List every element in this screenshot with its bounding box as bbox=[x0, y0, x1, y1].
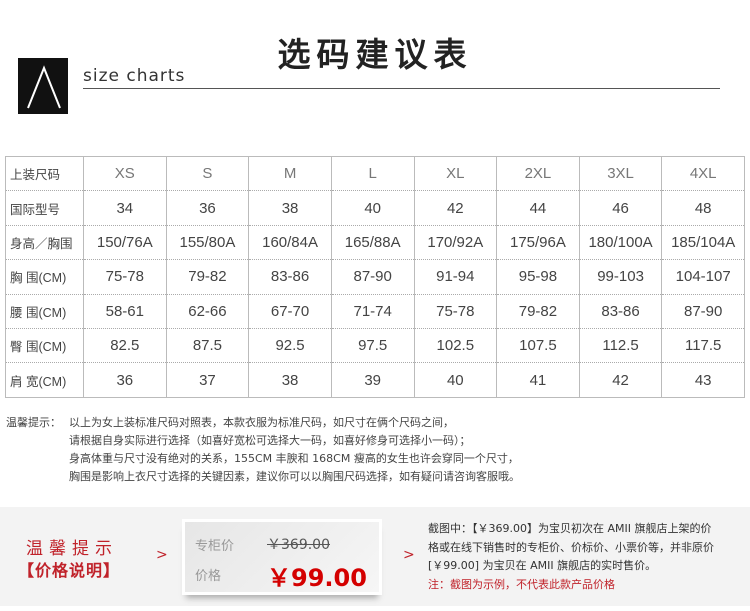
table-row: 胸 围(CM) 75-78 79-82 83-86 87-90 91-94 95-98 99-… bbox=[5, 259, 745, 295]
price-description: 截图中：【￥369.00】为宝贝初次在 AMII 旗舰店上架的价 格或在线下销售… bbox=[428, 520, 748, 594]
table-cell: 42 bbox=[578, 362, 663, 398]
table-row: 腰 围(CM) 58-61 62-66 67-70 71-74 75-78 79-82 83-… bbox=[5, 294, 745, 329]
table-cell: 42 bbox=[413, 190, 498, 226]
table-cell: 36 bbox=[165, 190, 250, 226]
counter-price: ￥369.00 bbox=[267, 537, 330, 553]
divider bbox=[83, 88, 720, 89]
table-cell: 58-61 bbox=[83, 294, 167, 329]
price-note: 注：截图为示例，不代表此款产品价格 bbox=[428, 577, 615, 591]
table-cell: 34 bbox=[83, 190, 167, 226]
table-cell: 41 bbox=[496, 362, 580, 398]
row-label: 上装尺码 bbox=[5, 155, 84, 192]
table-cell: 44 bbox=[496, 190, 580, 226]
description-line: 截图中：【￥369.00】为宝贝初次在 AMII 旗舰店上架的价 bbox=[428, 522, 712, 535]
counter-price-label: 专柜价 bbox=[195, 539, 235, 554]
table-cell: 82.5 bbox=[83, 328, 167, 364]
row-label: 国际型号 bbox=[5, 190, 84, 226]
table-cell: 2XL bbox=[496, 155, 580, 192]
table-cell: 83-86 bbox=[248, 259, 332, 295]
table-cell: 104-107 bbox=[661, 259, 745, 295]
table-cell: 3XL bbox=[578, 155, 663, 192]
table-row: 上装尺码 XS S M L XL 2XL 3XL 4XL bbox=[5, 155, 745, 192]
table-cell: 62-66 bbox=[165, 294, 250, 329]
notes: 温馨提示： 以上为女上装标准尺码对照表，本款衣服为标准尺码，如尺寸在俩个尺码之间… bbox=[6, 414, 520, 486]
row-label: 臀 围(CM) bbox=[5, 328, 84, 364]
row-label: 身高／胸围 bbox=[5, 225, 84, 261]
table-cell: 99-103 bbox=[578, 259, 663, 295]
table-cell: 67-70 bbox=[248, 294, 332, 329]
table-cell: 43 bbox=[661, 362, 745, 398]
table-row: 国际型号 34 36 38 40 42 44 46 48 bbox=[5, 190, 745, 226]
table-cell: 75-78 bbox=[83, 259, 167, 295]
table-cell: 79-82 bbox=[165, 259, 250, 295]
table-cell: 91-94 bbox=[413, 259, 498, 295]
table-cell: 48 bbox=[661, 190, 745, 226]
table-cell: 97.5 bbox=[330, 328, 415, 364]
table-row: 身高／胸围 150/76A 155/80A 160/84A 165/88A 170/92A… bbox=[5, 225, 745, 261]
description-line: 格或在线下销售时的专柜价、价标价、小票价等，并非原价 bbox=[428, 540, 714, 554]
table-cell: 36 bbox=[83, 362, 167, 398]
price-explanation-panel: 温馨提示 【价格说明】 > 专柜价 ￥369.00 价格 ￥99.00 > 截图… bbox=[0, 507, 750, 606]
row-label: 腰 围(CM) bbox=[5, 294, 84, 329]
page-title: 选码建议表 bbox=[277, 35, 473, 74]
chevron-right-icon: > bbox=[156, 547, 168, 563]
table-cell: 37 bbox=[165, 362, 250, 398]
table-cell: 185/104A bbox=[661, 225, 745, 261]
note-line: 请根据自身实际进行选择（如喜好宽松可选择大一码，如喜好修身可选择小一码）； bbox=[69, 434, 471, 447]
table-cell: 165/88A bbox=[330, 225, 415, 261]
note-line: 身高体重与尺寸没有绝对的关系，155CM 丰腴和 168CM 瘦高的女生也许会穿… bbox=[69, 452, 519, 465]
table-cell: 112.5 bbox=[578, 328, 663, 364]
table-cell: 79-82 bbox=[496, 294, 580, 329]
table-cell: XS bbox=[83, 155, 167, 192]
table-cell: 160/84A bbox=[248, 225, 332, 261]
table-cell: M bbox=[248, 155, 332, 192]
price-label: 价格 bbox=[195, 569, 222, 584]
price: ￥99.00 bbox=[267, 564, 367, 592]
table-cell: 95-98 bbox=[496, 259, 580, 295]
table-cell: 87-90 bbox=[661, 294, 745, 329]
table-cell: 107.5 bbox=[496, 328, 580, 364]
table-cell: 150/76A bbox=[83, 225, 167, 261]
table-row: 臀 围(CM) 82.5 87.5 92.5 97.5 102.5 107.5 112.5 11… bbox=[5, 328, 745, 364]
table-cell: 180/100A bbox=[578, 225, 663, 261]
brand-logo bbox=[18, 58, 68, 114]
description-line: [￥99.00] 为宝贝在 AMII 旗舰店的实时售价。 bbox=[428, 559, 657, 572]
table-cell: 40 bbox=[413, 362, 498, 398]
table-cell: 102.5 bbox=[413, 328, 498, 364]
table-cell: 117.5 bbox=[661, 328, 745, 364]
table-cell: 175/96A bbox=[496, 225, 580, 261]
size-table: 上装尺码 XS S M L XL 2XL 3XL 4XL 国际型号 34 36 38 40 42 44 46 48… bbox=[5, 155, 745, 398]
table-cell: S bbox=[165, 155, 250, 192]
table-cell: 38 bbox=[248, 362, 332, 398]
table-cell: XL bbox=[413, 155, 498, 192]
price-card: 专柜价 ￥369.00 价格 ￥99.00 bbox=[182, 519, 382, 595]
row-label: 肩 宽(CM) bbox=[5, 362, 84, 398]
table-cell: 39 bbox=[330, 362, 415, 398]
chevron-right-icon: > bbox=[403, 547, 415, 563]
table-cell: 46 bbox=[578, 190, 663, 226]
table-cell: 75-78 bbox=[413, 294, 498, 329]
table-cell: 83-86 bbox=[578, 294, 663, 329]
table-cell: 38 bbox=[248, 190, 332, 226]
table-cell: 170/92A bbox=[413, 225, 498, 261]
notes-prefix: 温馨提示： bbox=[6, 416, 61, 429]
table-cell: L bbox=[330, 155, 415, 192]
table-cell: 40 bbox=[330, 190, 415, 226]
table-cell: 87.5 bbox=[165, 328, 250, 364]
tip-subtitle: 【价格说明】 bbox=[18, 561, 121, 580]
table-cell: 4XL bbox=[661, 155, 745, 192]
tip-title: 温馨提示 bbox=[26, 539, 118, 559]
table-cell: 92.5 bbox=[248, 328, 332, 364]
table-cell: 71-74 bbox=[330, 294, 415, 329]
note-line: 以上为女上装标准尺码对照表，本款衣服为标准尺码，如尺寸在俩个尺码之间， bbox=[69, 416, 454, 429]
table-row: 肩 宽(CM) 36 37 38 39 40 41 42 43 bbox=[5, 362, 745, 398]
table-cell: 155/80A bbox=[165, 225, 250, 261]
table-cell: 87-90 bbox=[330, 259, 415, 295]
subtitle: size charts bbox=[83, 66, 186, 86]
note-line: 胸围是影响上衣尺寸选择的关键因素，建议你可以以胸围尺码选择，如有疑问请咨询客服哦… bbox=[69, 470, 520, 483]
row-label: 胸 围(CM) bbox=[5, 259, 84, 295]
